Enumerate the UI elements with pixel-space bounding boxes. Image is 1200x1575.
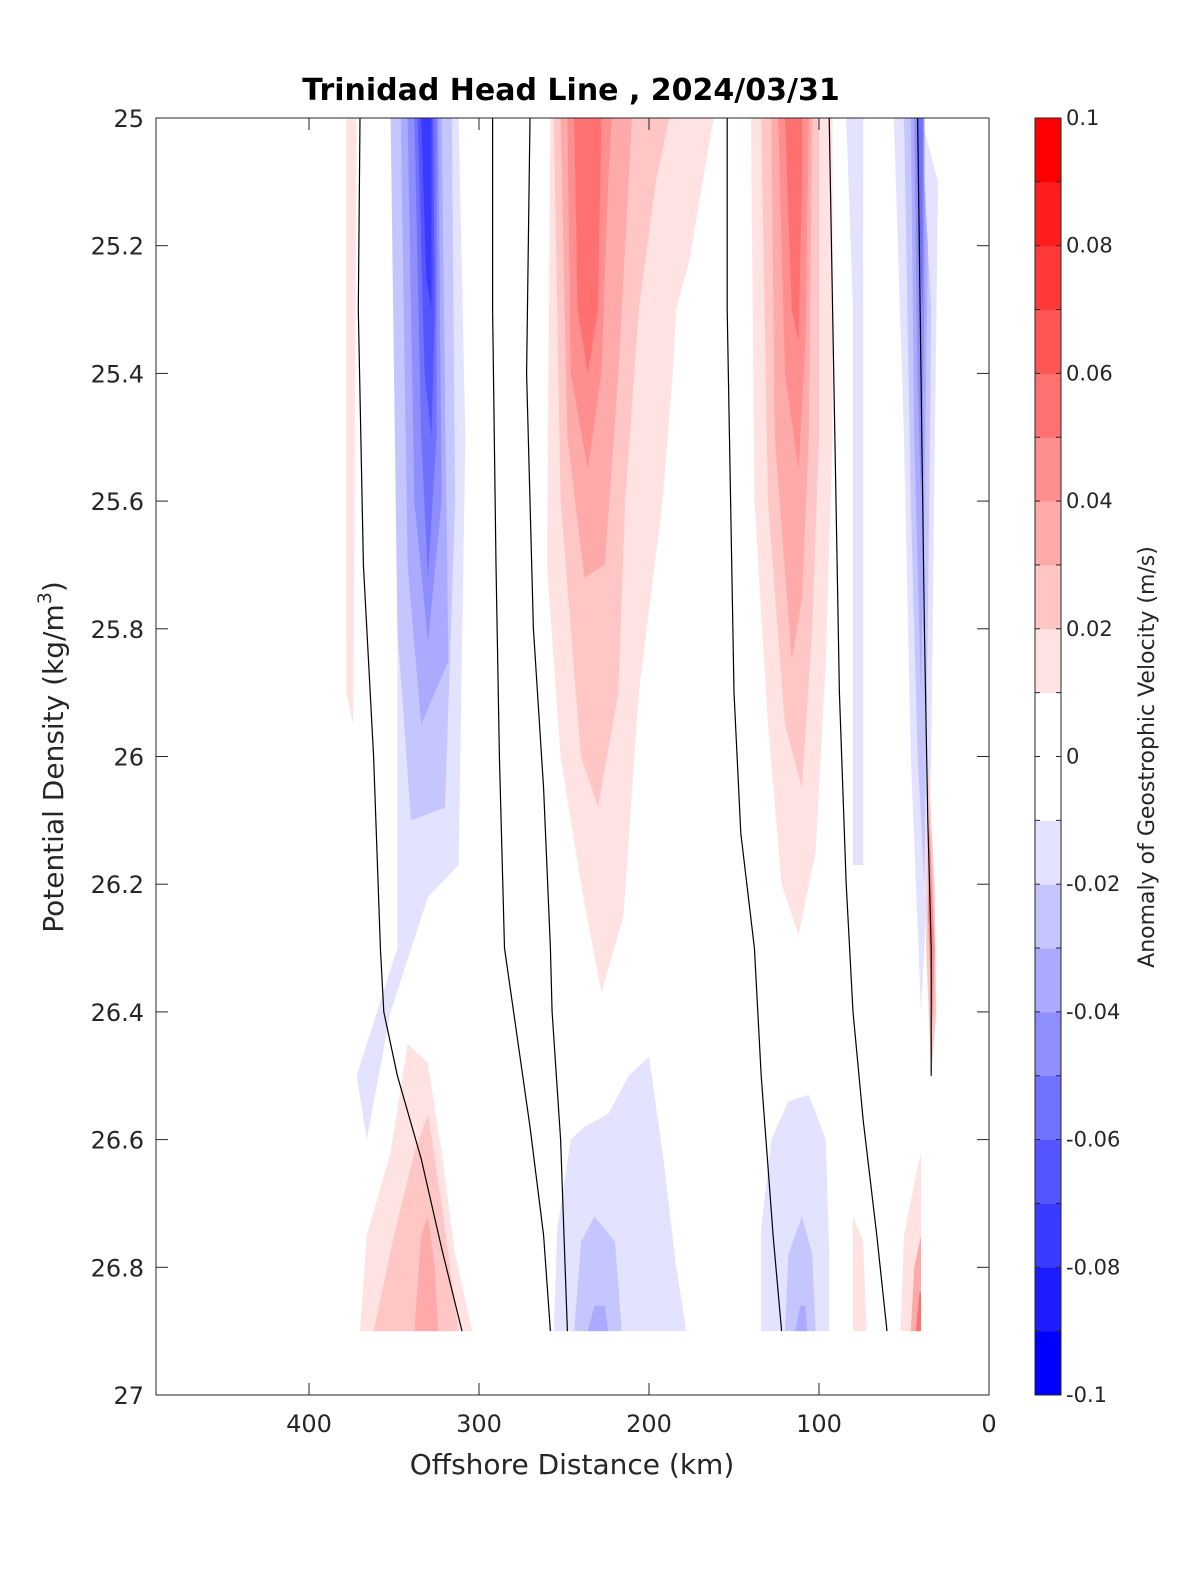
colorbar-segment	[1035, 118, 1061, 183]
colorbar-segment	[1035, 245, 1061, 311]
colorbar-segment	[1035, 1139, 1061, 1204]
y-axis-label-superscript: 3	[34, 592, 56, 604]
colorbar-segment	[1035, 1203, 1061, 1268]
y-tick-label: 26.4	[91, 999, 144, 1027]
colorbar-segment	[1035, 884, 1061, 949]
colorbar-segment	[1035, 948, 1061, 1013]
colorbar-label: Anomaly of Geostrophic Velocity (m/s)	[1135, 546, 1160, 968]
colorbar-segment	[1035, 181, 1061, 247]
colorbar-tick-label: -0.1	[1066, 1383, 1107, 1407]
colorbar: 0.1 0.08 0.06 0.04 0.02 0 -0.02 -0.04 -0.06 -0.08…	[1034, 106, 1120, 1407]
zero-contour-line	[828, 117, 888, 1332]
y-tick-label: 25.4	[91, 360, 144, 388]
colorbar-tick-label: -0.02	[1066, 872, 1120, 896]
nearshore-negative-band	[846, 118, 864, 865]
x-tick-label: 200	[626, 1410, 672, 1438]
x-tick-label: 400	[286, 1410, 332, 1438]
colorbar-tick-label: 0.04	[1066, 489, 1113, 513]
y-tick-label: 26.6	[91, 1127, 144, 1155]
deep-positive-band	[853, 1216, 867, 1332]
offshore-positive-sliver	[346, 118, 357, 725]
colorbar-segment	[1035, 756, 1061, 821]
y-tick-label: 25.2	[91, 233, 144, 261]
colorbar-tick-label: 0.06	[1066, 361, 1113, 385]
zero-contour-line	[726, 118, 783, 1332]
colorbar-segment	[1035, 1075, 1061, 1141]
colorbar-segment	[1035, 1267, 1061, 1332]
central-positive-band	[574, 118, 602, 374]
x-tick-label: 300	[456, 1410, 502, 1438]
y-tick-label: 26.8	[91, 1254, 144, 1282]
deep-positive-band	[915, 1292, 921, 1332]
colorbar-segment	[1035, 373, 1061, 438]
colorbar-tick-label: 0.02	[1066, 617, 1113, 641]
zero-contour-lines	[357, 117, 932, 1332]
zero-contour-line	[917, 117, 932, 1076]
offshore-negative-band	[421, 118, 432, 310]
colorbar-segment	[1035, 564, 1061, 630]
deep-positive-band	[414, 1216, 439, 1332]
colorbar-segment	[1035, 820, 1061, 885]
y-tick-label: 27	[113, 1382, 144, 1410]
colorbar-tick-label: -0.06	[1066, 1128, 1120, 1152]
colorbar-segment	[1035, 309, 1061, 374]
deep-negative-band	[587, 1305, 609, 1332]
y-axis-label-close: )	[37, 581, 70, 592]
x-tick-label: 100	[796, 1410, 842, 1438]
y-axis-label: Potential Density (kg/m3)	[34, 581, 70, 933]
colorbar-tick-label: -0.04	[1066, 1000, 1120, 1024]
colorbar-segment	[1035, 1331, 1061, 1396]
y-tick-label: 25.8	[91, 616, 144, 644]
deep-negative-band	[795, 1305, 808, 1332]
zero-contour-line	[357, 117, 463, 1332]
x-axis: 400 300 200 100 0	[286, 118, 997, 1438]
zero-contour-line	[492, 118, 551, 1332]
colorbar-segment	[1035, 1011, 1061, 1077]
chart-title: Trinidad Head Line , 2024/03/31	[302, 73, 839, 108]
colorbar-segment	[1035, 692, 1061, 757]
y-tick-label: 26.2	[91, 871, 144, 899]
y-tick-label: 25.6	[91, 488, 144, 516]
y-axis-label-main: Potential Density (kg/m	[37, 604, 70, 933]
y-tick-label: 25	[113, 105, 144, 133]
deep-negative-band	[785, 1216, 816, 1332]
colorbar-segment	[1035, 501, 1061, 566]
colorbar-tick-label: 0.1	[1066, 106, 1099, 130]
colorbar-tick-label: 0.08	[1066, 234, 1113, 258]
colorbar-tick-label: -0.08	[1066, 1255, 1120, 1279]
colorbar-segment	[1035, 628, 1061, 694]
zero-contour-line	[525, 117, 568, 1332]
x-tick-label: 0	[981, 1410, 996, 1438]
colorbar-segment	[1035, 437, 1061, 502]
x-axis-label: Offshore Distance (km)	[410, 1448, 735, 1481]
deep-negative-band	[574, 1216, 622, 1332]
y-tick-label: 26	[113, 744, 144, 772]
deep-negative-band	[553, 1056, 687, 1332]
colorbar-tick-label: 0	[1066, 745, 1079, 769]
y-axis: 25 25.2 25.4 25.6 25.8 26 26.2 26.4 26.6 26.8 27	[91, 105, 989, 1410]
nearshore-negative-band	[917, 118, 923, 310]
inshore-positive-band	[785, 118, 802, 342]
deep-positive-band	[373, 1114, 459, 1332]
contour-fills	[343, 118, 938, 1332]
